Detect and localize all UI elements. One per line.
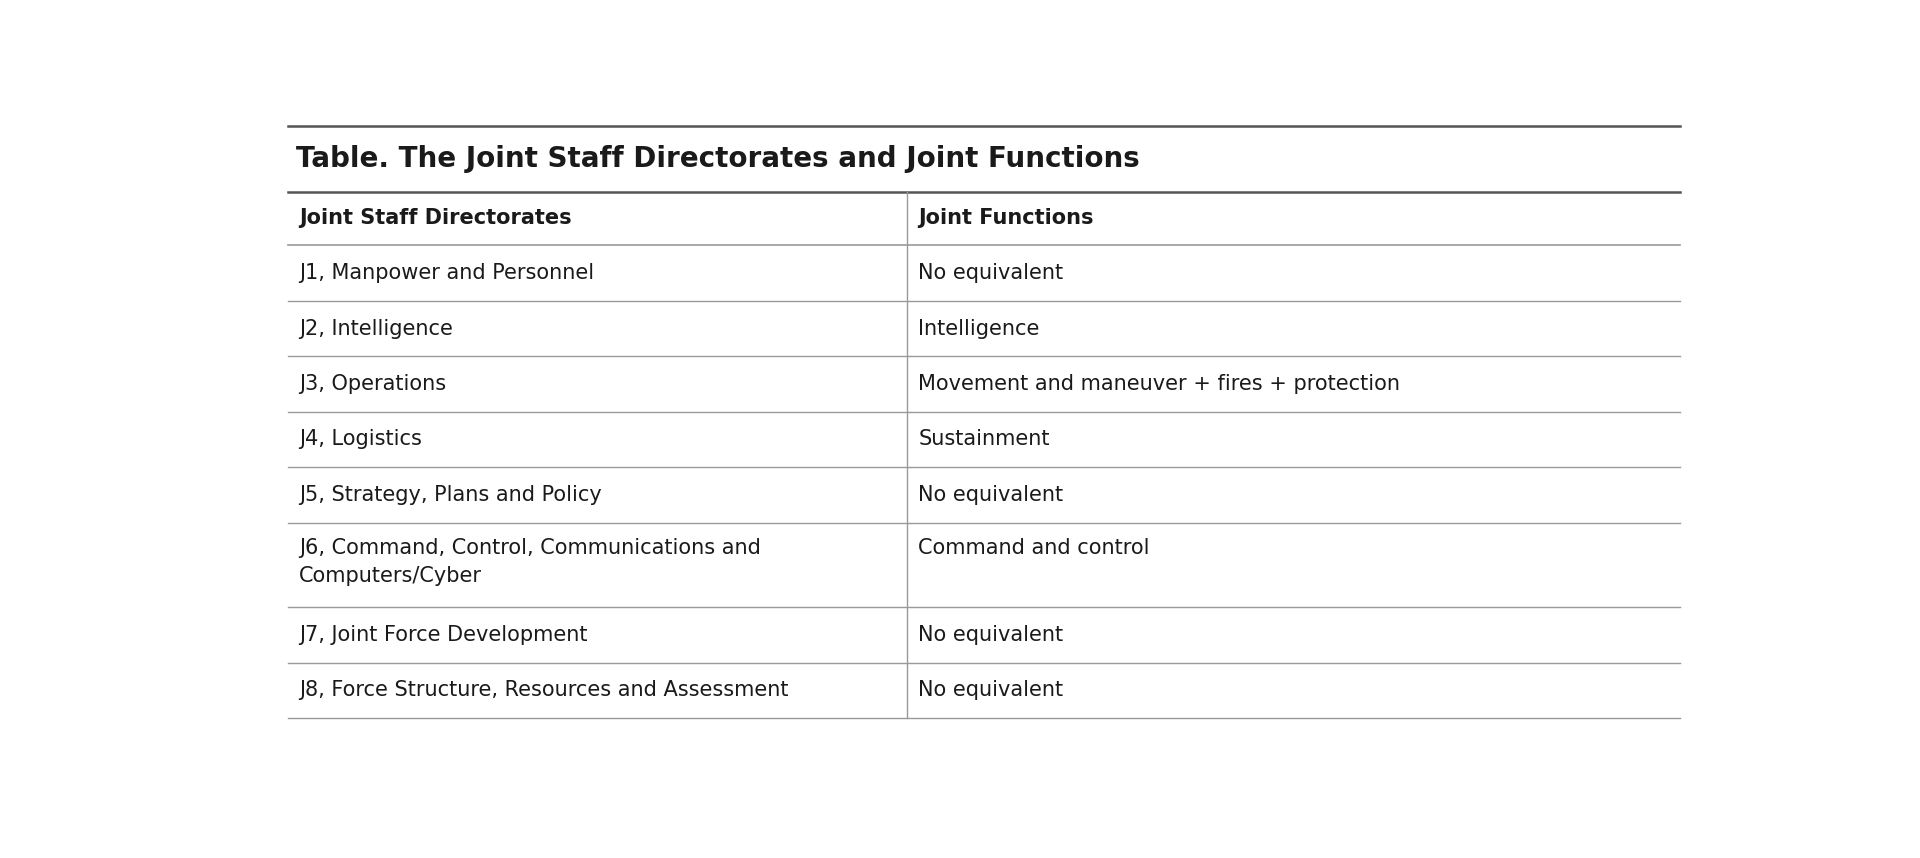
Text: Command and control: Command and control (918, 538, 1150, 558)
Text: J2, Intelligence: J2, Intelligence (300, 318, 453, 339)
Text: Sustainment: Sustainment (918, 430, 1050, 450)
Text: Joint Staff Directorates: Joint Staff Directorates (300, 208, 572, 228)
Text: J8, Force Structure, Resources and Assessment: J8, Force Structure, Resources and Asses… (300, 680, 789, 700)
Text: J3, Operations: J3, Operations (300, 374, 445, 394)
Text: Table. The Joint Staff Directorates and Joint Functions: Table. The Joint Staff Directorates and … (296, 145, 1140, 172)
Text: No equivalent: No equivalent (918, 680, 1064, 700)
Text: J7, Joint Force Development: J7, Joint Force Development (300, 625, 588, 645)
Text: J5, Strategy, Plans and Policy: J5, Strategy, Plans and Policy (300, 485, 601, 505)
Text: J4, Logistics: J4, Logistics (300, 430, 422, 450)
Text: No equivalent: No equivalent (918, 625, 1064, 645)
Text: No equivalent: No equivalent (918, 263, 1064, 283)
Text: Joint Functions: Joint Functions (918, 208, 1094, 228)
Text: J6, Command, Control, Communications and
Computers/Cyber: J6, Command, Control, Communications and… (300, 538, 760, 586)
Text: No equivalent: No equivalent (918, 485, 1064, 505)
Text: Movement and maneuver + fires + protection: Movement and maneuver + fires + protecti… (918, 374, 1400, 394)
Text: Intelligence: Intelligence (918, 318, 1039, 339)
Text: J1, Manpower and Personnel: J1, Manpower and Personnel (300, 263, 593, 283)
